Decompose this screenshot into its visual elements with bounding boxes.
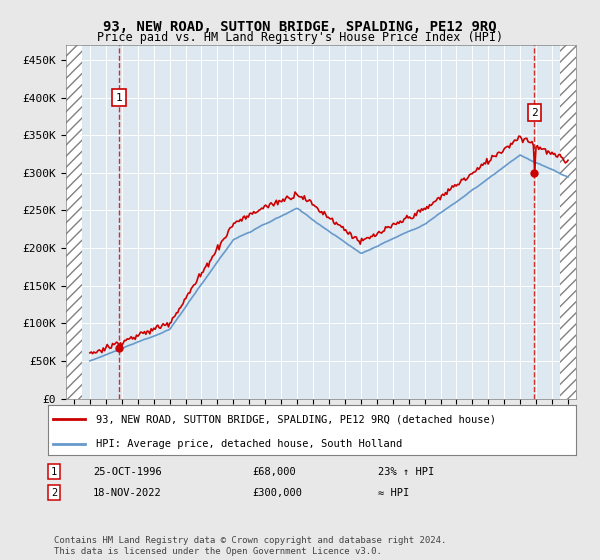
Text: Price paid vs. HM Land Registry's House Price Index (HPI): Price paid vs. HM Land Registry's House … [97,31,503,44]
Text: 2: 2 [531,108,538,118]
Text: £300,000: £300,000 [252,488,302,498]
Text: 23% ↑ HPI: 23% ↑ HPI [378,466,434,477]
Text: £68,000: £68,000 [252,466,296,477]
Bar [560,45,576,399]
Text: Contains HM Land Registry data © Crown copyright and database right 2024.
This d: Contains HM Land Registry data © Crown c… [54,536,446,556]
Text: 93, NEW ROAD, SUTTON BRIDGE, SPALDING, PE12 9RQ: 93, NEW ROAD, SUTTON BRIDGE, SPALDING, P… [103,20,497,34]
Text: 18-NOV-2022: 18-NOV-2022 [93,488,162,498]
Text: 1: 1 [51,466,57,477]
Text: 2: 2 [51,488,57,498]
Text: 25-OCT-1996: 25-OCT-1996 [93,466,162,477]
Text: 93, NEW ROAD, SUTTON BRIDGE, SPALDING, PE12 9RQ (detached house): 93, NEW ROAD, SUTTON BRIDGE, SPALDING, P… [95,414,496,424]
Bar [66,45,82,399]
Text: ≈ HPI: ≈ HPI [378,488,409,498]
Text: 1: 1 [116,92,122,102]
Text: HPI: Average price, detached house, South Holland: HPI: Average price, detached house, Sout… [95,439,402,449]
